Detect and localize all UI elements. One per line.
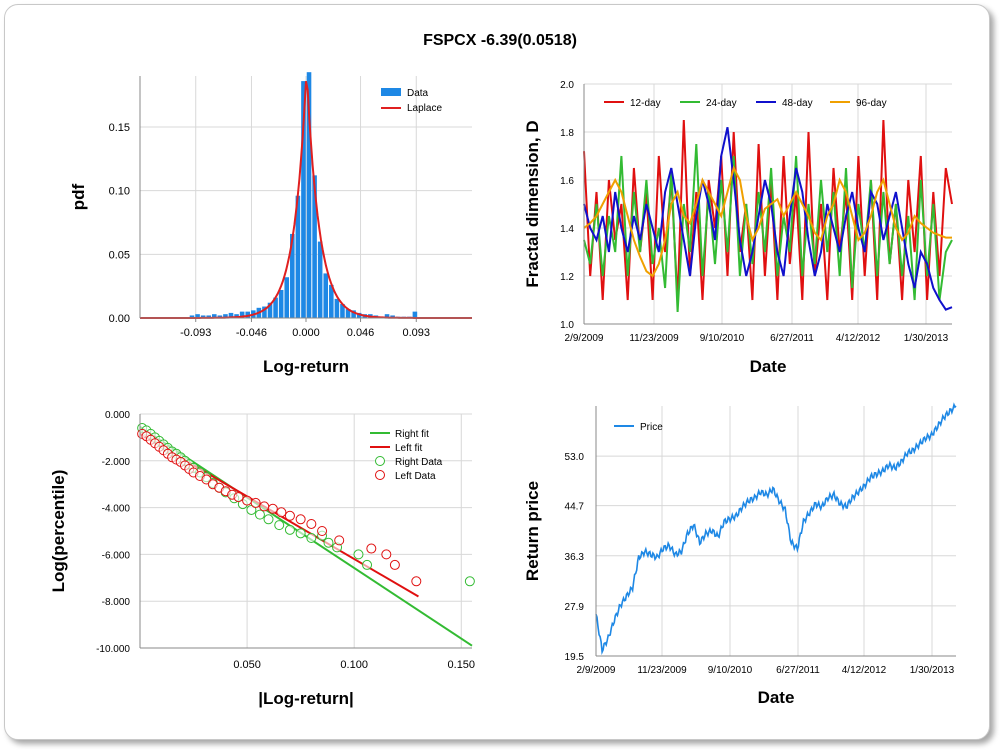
chart-frame: [4, 4, 990, 740]
page-title: FSPCX -6.39(0.0518): [423, 32, 577, 49]
